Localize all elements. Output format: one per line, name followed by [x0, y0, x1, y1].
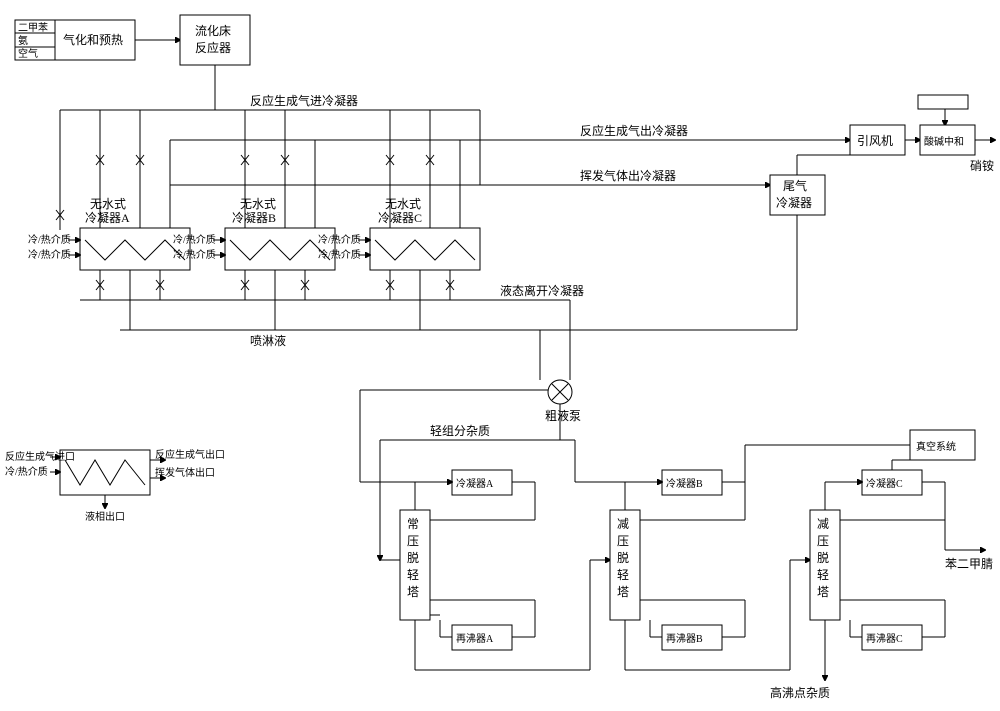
high-bp-label: 高沸点杂质: [770, 685, 830, 700]
input-dimethyl: 二甲苯: [18, 21, 48, 34]
col-a-c2: 压: [407, 534, 419, 548]
input-air: 空气: [18, 47, 38, 60]
svg-text:脱: 脱: [617, 550, 629, 565]
dicyanobenzene-label: 苯二甲腈: [945, 557, 993, 571]
cond-a-l2: 冷凝器A: [85, 210, 130, 225]
spray-label: 喷淋液: [250, 333, 286, 348]
legend-gas-out: 反应生成气出口: [155, 448, 225, 461]
fluid-bed-l1: 流化床: [195, 24, 231, 38]
gas-out-label: 反应生成气出冷凝器: [580, 123, 688, 138]
crude-pump-label: 粗液泵: [545, 408, 581, 423]
col-a-c1: 常: [407, 517, 419, 531]
liquid-leave-label: 液态离开冷凝器: [500, 283, 584, 298]
cond-a-in: 冷/热介质: [28, 233, 71, 246]
fluid-bed-l2: 反应器: [195, 40, 231, 55]
legend-vol-out: 挥发气体出口: [155, 466, 215, 479]
fluid-bed-reactor-box: [180, 15, 250, 65]
col-c-cond-label: 冷凝器C: [866, 477, 903, 490]
svg-text:轻: 轻: [617, 568, 629, 582]
col-a-cond-label: 冷凝器A: [456, 477, 494, 490]
acid-base-label: 酸碱中和: [924, 135, 964, 148]
cond-c-l2: 冷凝器C: [378, 210, 422, 225]
svg-text:塔: 塔: [617, 585, 629, 599]
vaporize-preheat-label: 气化和预热: [63, 32, 123, 47]
cond-c-out: 冷/热介质: [318, 248, 361, 261]
tail-gas-l1: 尾气: [783, 178, 807, 193]
svg-text:减: 减: [617, 517, 629, 531]
cond-a-l1: 无水式: [90, 197, 126, 211]
svg-text:脱: 脱: [817, 550, 829, 565]
cond-a-out: 冷/热介质: [28, 248, 71, 261]
fan-label: 引风机: [857, 134, 893, 148]
svg-text:压: 压: [817, 534, 829, 548]
volatile-label: 挥发气体出冷凝器: [580, 168, 676, 183]
ammonium-nitrate-label: 硝铵: [970, 158, 994, 173]
cond-b-l2: 冷凝器B: [232, 210, 276, 225]
col-b-cond-label: 冷凝器B: [666, 477, 703, 490]
tail-gas-l2: 冷凝器: [776, 195, 812, 210]
svg-text:压: 压: [617, 534, 629, 548]
svg-text:轻: 轻: [817, 568, 829, 582]
legend-cold-in: 冷/热介质: [5, 465, 48, 478]
cond-c-in: 冷/热介质: [318, 233, 361, 246]
gas-in-label: 反应生成气进冷凝器: [250, 93, 358, 108]
cond-b-in: 冷/热介质: [173, 233, 216, 246]
col-c-reb-label: 再沸器C: [866, 632, 903, 645]
col-a-c4: 轻: [407, 568, 419, 582]
legend-liq-out: 液相出口: [85, 510, 125, 523]
vacuum-label: 真空系统: [916, 440, 956, 453]
cond-b-out: 冷/热介质: [173, 248, 216, 261]
svg-text:塔: 塔: [817, 585, 829, 599]
col-a-c3: 脱: [407, 550, 419, 565]
svg-text:减: 减: [817, 517, 829, 531]
col-a-reb-label: 再沸器A: [456, 632, 494, 645]
col-a-c5: 塔: [407, 585, 419, 599]
light-impurity-label: 轻组分杂质: [430, 424, 490, 438]
col-b-reb-label: 再沸器B: [666, 632, 703, 645]
legend-gas-in: 反应生成气进口: [5, 450, 75, 463]
input-ammonia: 氨: [18, 34, 28, 47]
